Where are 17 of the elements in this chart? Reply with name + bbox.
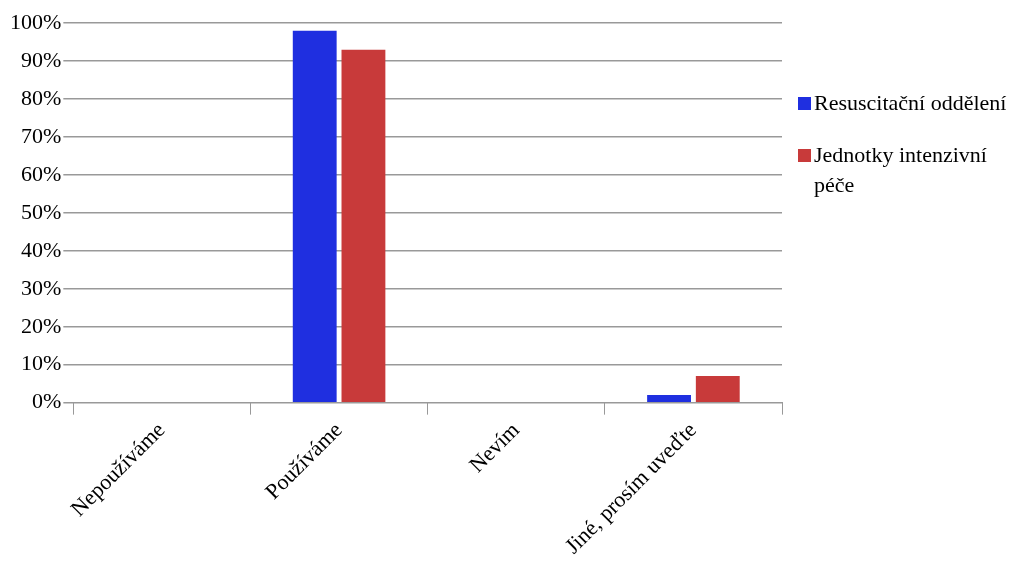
legend-label: Jednotky intenzivní péče xyxy=(814,141,988,199)
bar xyxy=(292,30,337,402)
y-tick-label: 70% xyxy=(21,122,62,148)
y-tick-label: 100% xyxy=(10,8,62,34)
y-tick-label: 0% xyxy=(32,388,62,414)
bar xyxy=(695,376,740,402)
y-tick-label: 40% xyxy=(21,236,62,262)
y-tick-label: 30% xyxy=(21,274,62,300)
y-tick-label: 20% xyxy=(21,312,62,338)
legend-label: Resuscitační oddělení xyxy=(814,89,1007,117)
y-tick-label: 90% xyxy=(21,46,62,72)
bar xyxy=(647,395,691,402)
y-tick-label: 50% xyxy=(21,198,62,224)
y-tick-label: 10% xyxy=(21,350,62,376)
y-tick-label: 60% xyxy=(21,160,62,186)
y-tick-label: 80% xyxy=(21,84,62,110)
bar xyxy=(341,49,386,402)
